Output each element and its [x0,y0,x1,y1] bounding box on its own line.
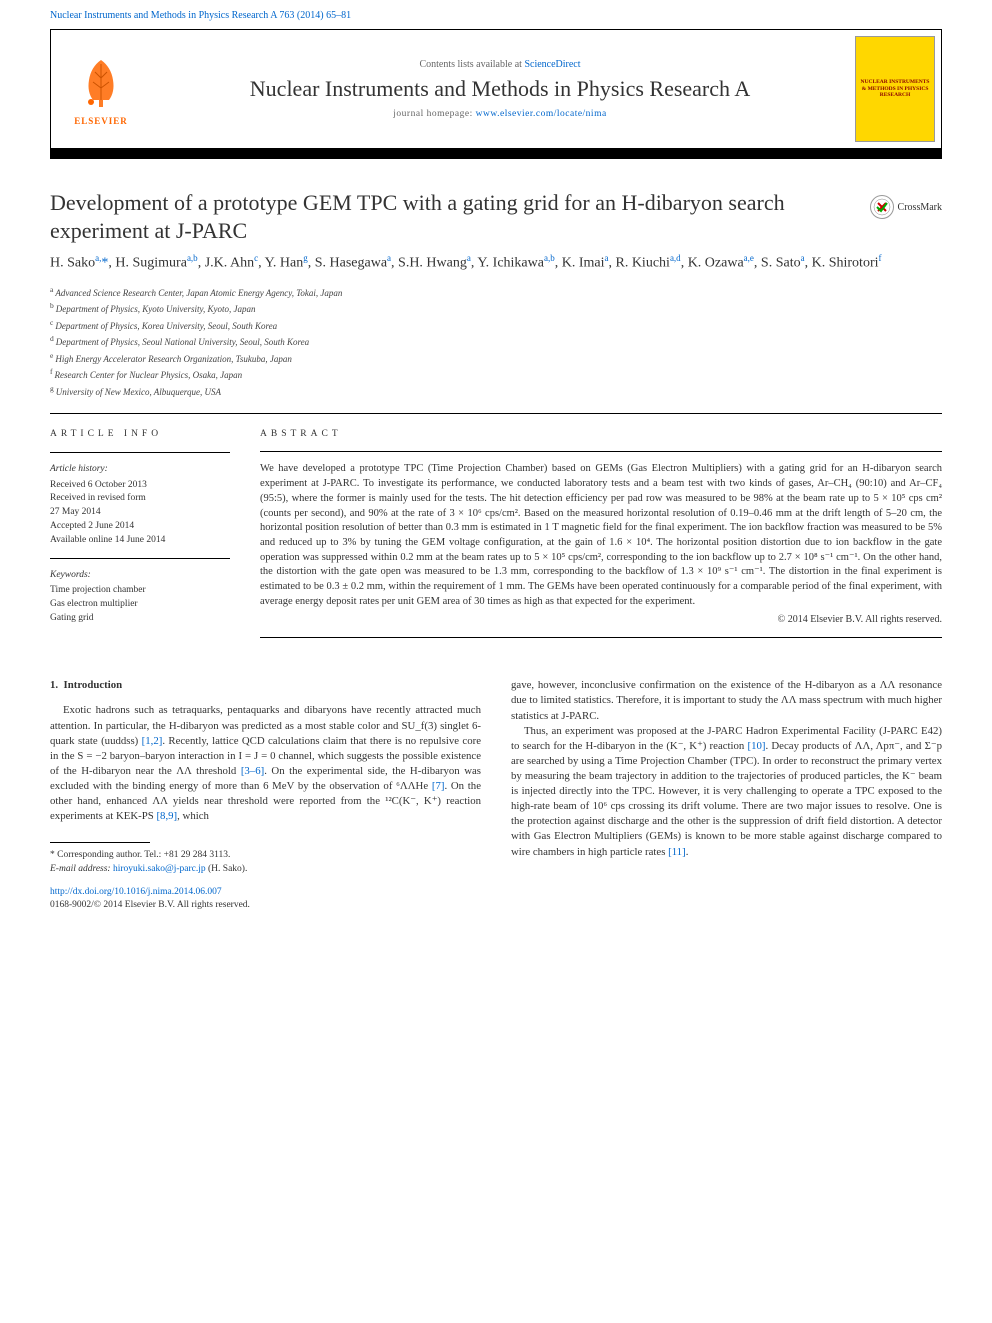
separator [50,413,942,414]
crossmark-label: CrossMark [898,202,942,213]
elsevier-tree-icon [71,52,131,112]
affiliation: dDepartment of Physics, Seoul National U… [50,333,942,350]
abstract-heading: ABSTRACT [260,428,942,441]
email-link[interactable]: hiroyuki.sako@j-parc.jp [113,864,206,874]
footnote-separator [50,842,150,843]
keywords-label: Keywords: [50,569,230,583]
copyright: © 2014 Elsevier B.V. All rights reserved… [260,613,942,627]
history-line: Received 6 October 2013 [50,479,230,493]
section-number: 1. [50,679,58,691]
journal-title: Nuclear Instruments and Methods in Physi… [250,76,750,101]
history-line: Accepted 2 June 2014 [50,520,230,534]
email-label: E-mail address: [50,864,113,874]
header-black-bar [50,149,942,159]
email-suffix: (H. Sako). [206,864,248,874]
elsevier-text: ELSEVIER [74,116,128,126]
keyword: Time projection chamber [50,584,230,598]
history-label: Article history: [50,463,230,477]
body-columns: 1. Introduction Exotic hadrons such as t… [0,648,992,876]
body-col-right: gave, however, inconclusive confirmation… [511,678,942,876]
history-line: Available online 14 June 2014 [50,534,230,548]
affiliation: gUniversity of New Mexico, Albuquerque, … [50,383,942,400]
keyword: Gas electron multiplier [50,598,230,612]
cover-text: NUCLEAR INSTRUMENTS & METHODS IN PHYSICS… [859,79,931,99]
header-center: Contents lists available at ScienceDirec… [151,30,849,148]
corresponding-author: * Corresponding author. Tel.: +81 29 284… [50,849,481,862]
sciencedirect-link[interactable]: ScienceDirect [524,59,580,70]
body-col-left: 1. Introduction Exotic hadrons such as t… [50,678,481,876]
footer: http://dx.doi.org/10.1016/j.nima.2014.06… [0,876,992,943]
info-heading: ARTICLE INFO [50,428,230,442]
section-title: Introduction [64,679,123,691]
info-hr [50,452,230,453]
abstract-hr-bottom [260,637,942,638]
homepage-label: journal homepage: [393,109,475,119]
keyword: Gating grid [50,612,230,626]
affiliation: aAdvanced Science Research Center, Japan… [50,284,942,301]
affiliation: bDepartment of Physics, Kyoto University… [50,300,942,317]
affiliation: fResearch Center for Nuclear Physics, Os… [50,366,942,383]
contents-text: Contents lists available at [419,59,524,70]
journal-cover: NUCLEAR INSTRUMENTS & METHODS IN PHYSICS… [855,36,935,142]
body-para-2a: gave, however, inconclusive confirmation… [511,678,942,723]
history-line: Received in revised form [50,492,230,506]
history-line: 27 May 2014 [50,506,230,520]
affiliation: eHigh Energy Accelerator Research Organi… [50,350,942,367]
info-hr-2 [50,558,230,559]
authors-list: H. Sakoa,*, H. Sugimuraa,b, J.K. Ahnc, Y… [0,252,992,274]
journal-header: ELSEVIER Contents lists available at Sci… [50,29,942,149]
abstract-text: We have developed a prototype TPC (Time … [260,462,942,609]
affiliations: aAdvanced Science Research Center, Japan… [0,274,992,400]
issn-line: 0168-9002/© 2014 Elsevier B.V. All right… [50,899,942,912]
section-heading: 1. Introduction [50,678,481,693]
elsevier-logo: ELSEVIER [51,30,151,148]
affiliation: cDepartment of Physics, Korea University… [50,317,942,334]
body-para-2b: Thus, an experiment was proposed at the … [511,724,942,860]
doi-link[interactable]: http://dx.doi.org/10.1016/j.nima.2014.06… [50,887,222,897]
abstract-hr [260,451,942,452]
citation-link[interactable]: Nuclear Instruments and Methods in Physi… [0,0,992,25]
abstract: ABSTRACT We have developed a prototype T… [260,428,942,648]
contents-line: Contents lists available at ScienceDirec… [419,59,580,70]
email-line: E-mail address: hiroyuki.sako@j-parc.jp … [50,863,481,876]
crossmark-badge[interactable]: CrossMark [870,195,942,219]
homepage-link[interactable]: www.elsevier.com/locate/nima [476,109,607,119]
article-title: Development of a prototype GEM TPC with … [50,189,850,244]
crossmark-icon [870,195,894,219]
homepage-line: journal homepage: www.elsevier.com/locat… [393,109,606,119]
article-info: ARTICLE INFO Article history: Received 6… [50,428,230,648]
body-para-1: Exotic hadrons such as tetraquarks, pent… [50,703,481,824]
